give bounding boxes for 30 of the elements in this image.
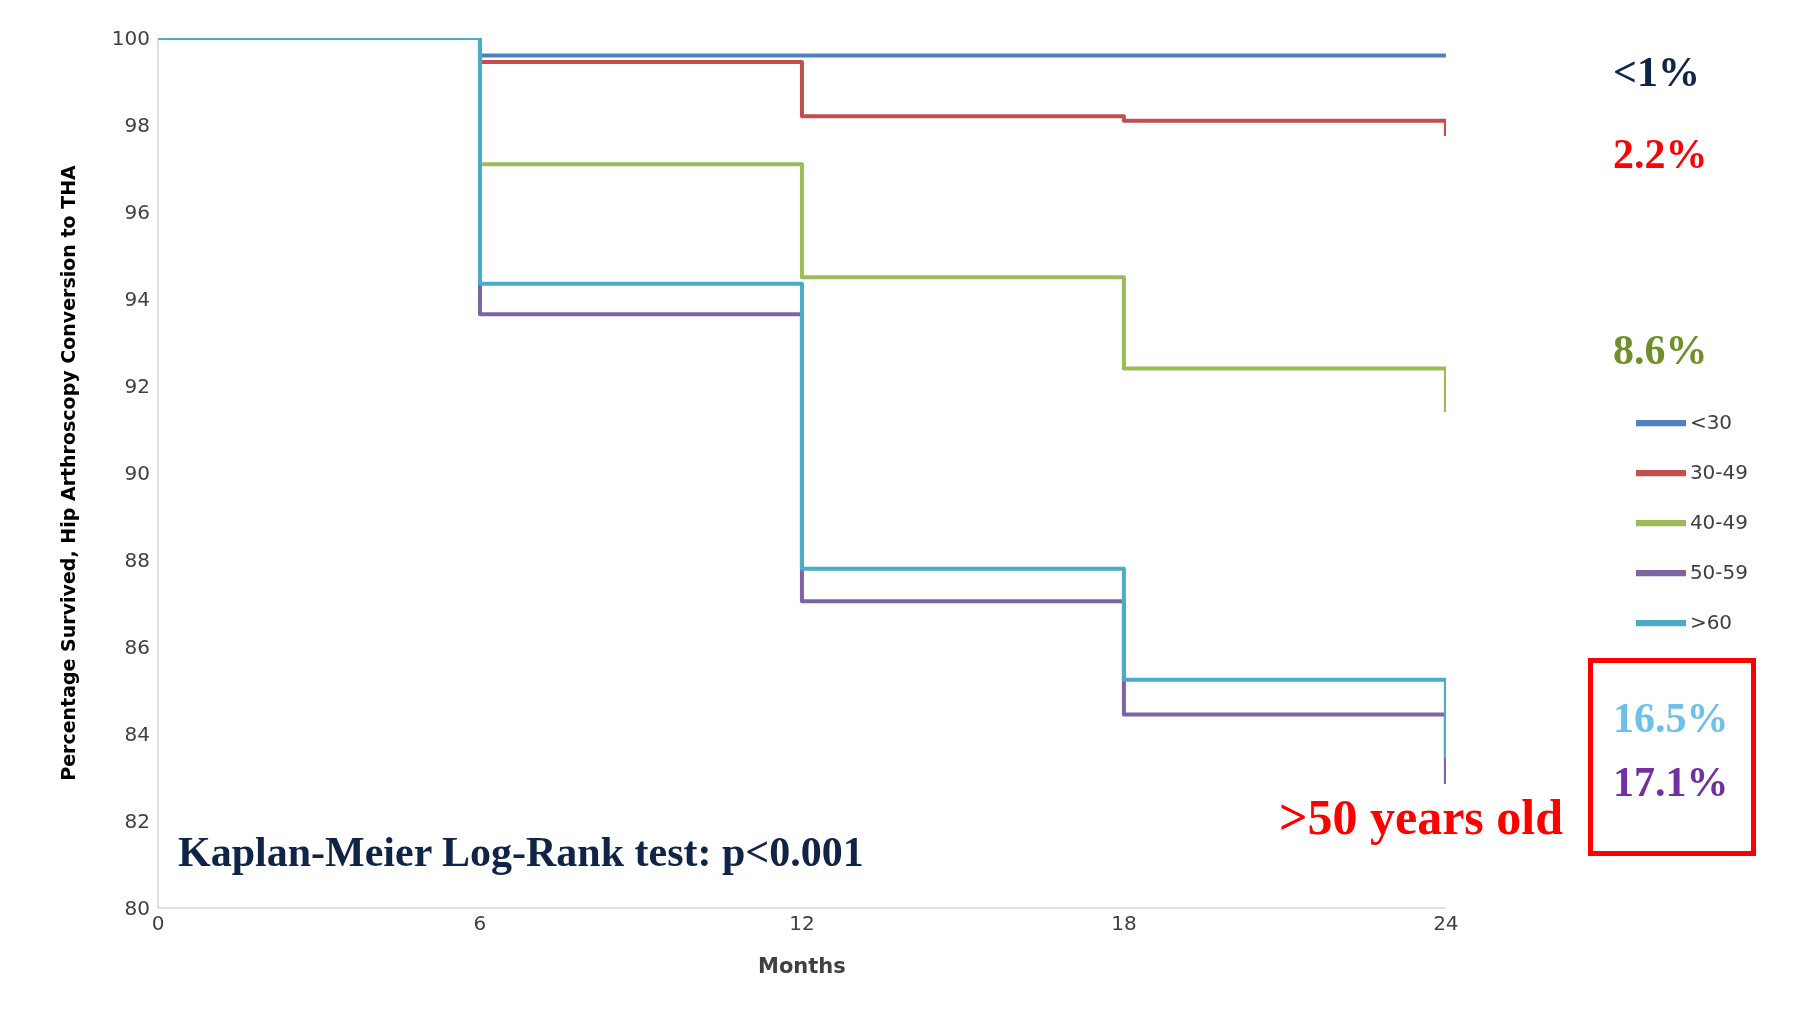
y-tick-label: 86 [124, 635, 150, 660]
text: 8.6% [1613, 327, 1708, 373]
legend-label: <30 [1689, 409, 1733, 434]
text: 16.5% [1613, 695, 1729, 741]
annotation: Kaplan-Meier Log-Rank test: p<0.001 [178, 829, 864, 875]
legend-label: 50-59 [1689, 559, 1748, 584]
y-tick-label: 92 [124, 374, 150, 399]
y-axis-title: Percentage Survived, Hip Arthroscopy Conversion to THA [56, 164, 79, 781]
y-tick-label: 80 [124, 896, 150, 921]
y-tick-label: 94 [124, 287, 150, 312]
legend-label: 40-49 [1689, 509, 1748, 534]
text: <1% [1613, 49, 1700, 95]
y-tick-label: 100 [111, 26, 150, 51]
y-tick-label: 82 [124, 809, 150, 834]
y-tick-label: 96 [124, 200, 150, 225]
annotation: >50 years old [1278, 789, 1563, 845]
x-axis-title: Months [758, 953, 846, 978]
text: 17.1% [1613, 759, 1729, 805]
x-tick-label: 24 [1433, 911, 1459, 936]
y-tick-label: 98 [124, 113, 150, 138]
y-tick-label: 88 [124, 548, 150, 573]
text: 2.2% [1613, 131, 1708, 177]
x-tick-label: 12 [789, 911, 815, 936]
legend-label: 30-49 [1689, 459, 1748, 484]
x-tick-label: 18 [1111, 911, 1137, 936]
x-tick-label: 6 [473, 911, 487, 936]
x-tick-label: 0 [151, 911, 165, 936]
y-tick-label: 90 [124, 461, 150, 486]
y-tick-label: 84 [124, 722, 150, 747]
legend-label: >60 [1689, 609, 1733, 634]
